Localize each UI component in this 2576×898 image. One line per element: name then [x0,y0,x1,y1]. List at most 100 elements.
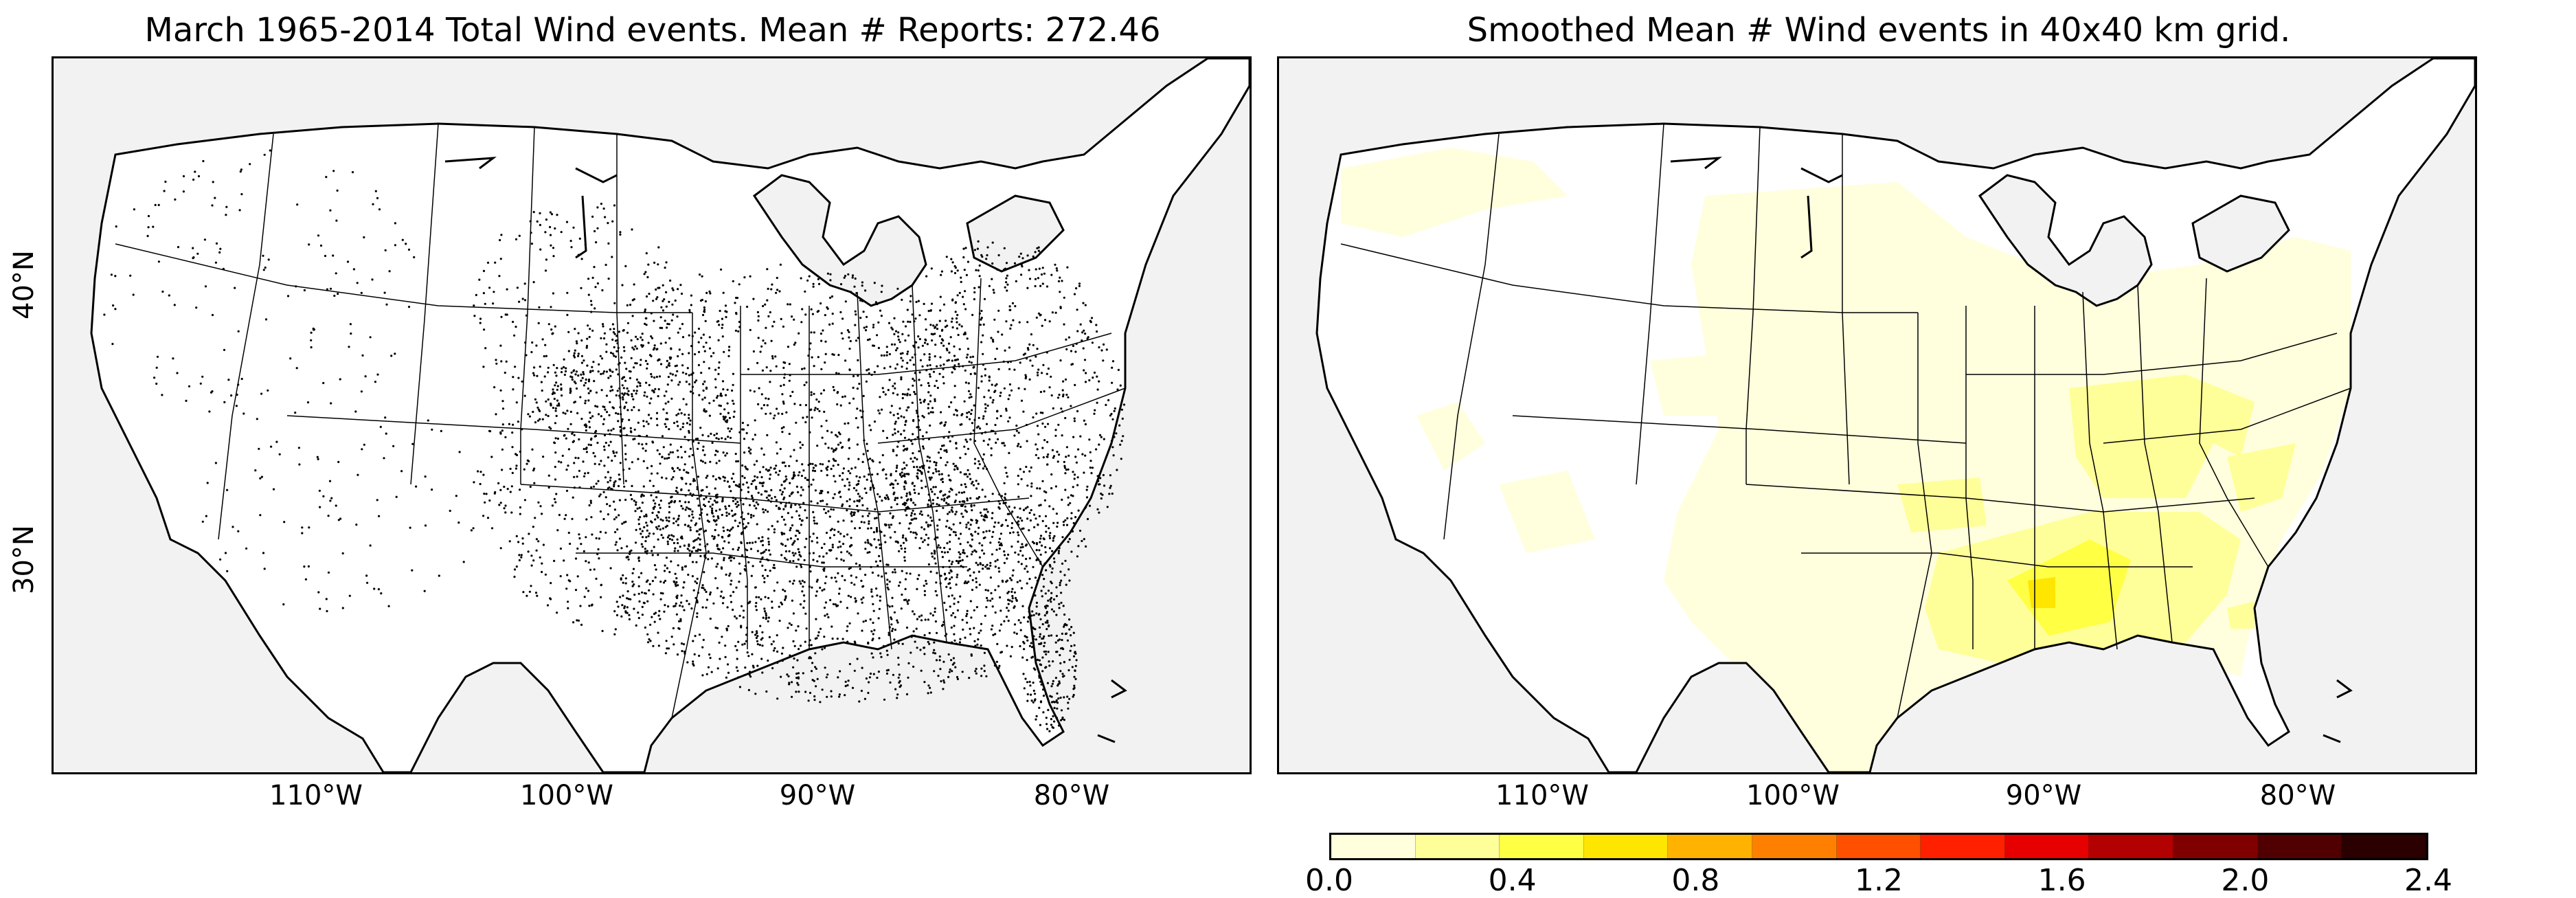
wind-report-dot [1036,557,1039,560]
wind-report-dot [500,315,503,318]
wind-report-dot [952,523,955,526]
wind-report-dot [954,499,957,502]
wind-report-dot [847,470,850,473]
wind-report-dot [896,619,899,622]
wind-report-dot [881,469,884,471]
wind-report-dot [369,544,372,547]
wind-report-dot [734,329,737,332]
wind-report-dot [1047,367,1050,370]
wind-report-dot [769,412,772,415]
wind-report-dot [860,416,863,418]
wind-report-dot [857,426,859,429]
wind-report-dot [869,458,872,460]
wind-report-dot [365,574,368,577]
wind-report-dot [934,536,937,539]
wind-report-dot [520,556,523,559]
wind-report-dot [1107,399,1110,402]
wind-report-dot [577,254,580,256]
wind-report-dot [1038,659,1041,662]
wind-report-dot [1041,422,1044,425]
wind-report-dot [726,606,729,609]
wind-report-dot [725,515,728,517]
wind-report-dot [683,524,687,526]
wind-report-dot [831,322,834,325]
wind-report-dot [651,616,653,618]
wind-report-dot [909,359,912,361]
wind-report-dot [923,401,925,403]
wind-report-dot [769,553,771,556]
wind-report-dot [470,529,473,532]
wind-report-dot [730,528,733,530]
wind-report-dot [824,512,827,515]
wind-report-dot [927,499,931,502]
wind-report-dot [225,205,228,208]
wind-report-dot [745,526,748,528]
wind-report-dot [673,521,675,525]
wind-report-dot [765,326,767,329]
wind-report-dot [681,650,683,653]
wind-report-dot [933,641,936,644]
wind-report-dot [727,349,730,352]
wind-report-dot [618,330,621,333]
wind-report-dot [534,592,538,594]
wind-report-dot [761,482,764,485]
wind-report-dot [982,563,984,567]
wind-report-dot [631,393,633,396]
wind-report-dot [936,594,938,597]
wind-report-dot [613,610,616,613]
wind-report-dot [986,567,989,570]
wind-report-dot [654,502,657,505]
wind-report-dot [868,676,871,679]
wind-report-dot [829,529,832,532]
wind-report-dot [980,341,983,344]
wind-report-dot [1000,651,1004,653]
wind-report-dot [912,363,915,366]
wind-report-dot [671,467,674,469]
wind-report-dot [966,416,969,418]
wind-report-dot [780,493,783,496]
wind-report-dot [997,309,1000,312]
wind-report-dot [899,544,903,547]
wind-report-dot [517,541,520,543]
wind-report-dot [848,368,851,372]
wind-report-dot [1008,532,1012,535]
wind-report-dot [857,612,859,615]
wind-report-dot [348,346,350,348]
wind-report-dot [218,251,221,254]
wind-report-dot [920,465,923,468]
wind-report-dot [960,414,963,416]
wind-report-dot [607,513,610,516]
wind-report-dot [565,489,569,493]
wind-report-dot [946,324,949,327]
wind-report-dot [155,366,158,369]
wind-report-dot [816,502,819,505]
wind-report-dot [499,344,502,347]
wind-report-dot [951,561,954,563]
wind-report-dot [929,504,932,507]
wind-report-dot [1051,449,1054,451]
wind-report-dot [884,497,888,500]
wind-report-dot [1048,563,1051,567]
wind-report-dot [376,373,379,376]
wind-report-dot [547,366,550,369]
wind-report-dot [971,422,973,425]
wind-report-dot [834,576,837,579]
wind-report-dot [749,389,752,392]
wind-report-dot [360,390,363,393]
wind-report-dot [1032,416,1035,419]
wind-report-dot [773,320,776,323]
wind-report-dot [960,276,962,279]
wind-report-dot [626,597,629,600]
wind-report-dot [955,464,958,467]
wind-report-dot [622,398,624,401]
wind-report-dot [855,489,858,492]
wind-report-dot [1017,431,1020,434]
wind-report-dot [803,559,806,561]
wind-report-dot [972,366,975,369]
wind-report-dot [708,367,710,370]
wind-report-dot [964,438,967,441]
wind-report-dot [822,463,824,466]
wind-report-dot [950,528,953,531]
wind-report-dot [997,567,1000,570]
wind-report-dot [896,697,899,699]
